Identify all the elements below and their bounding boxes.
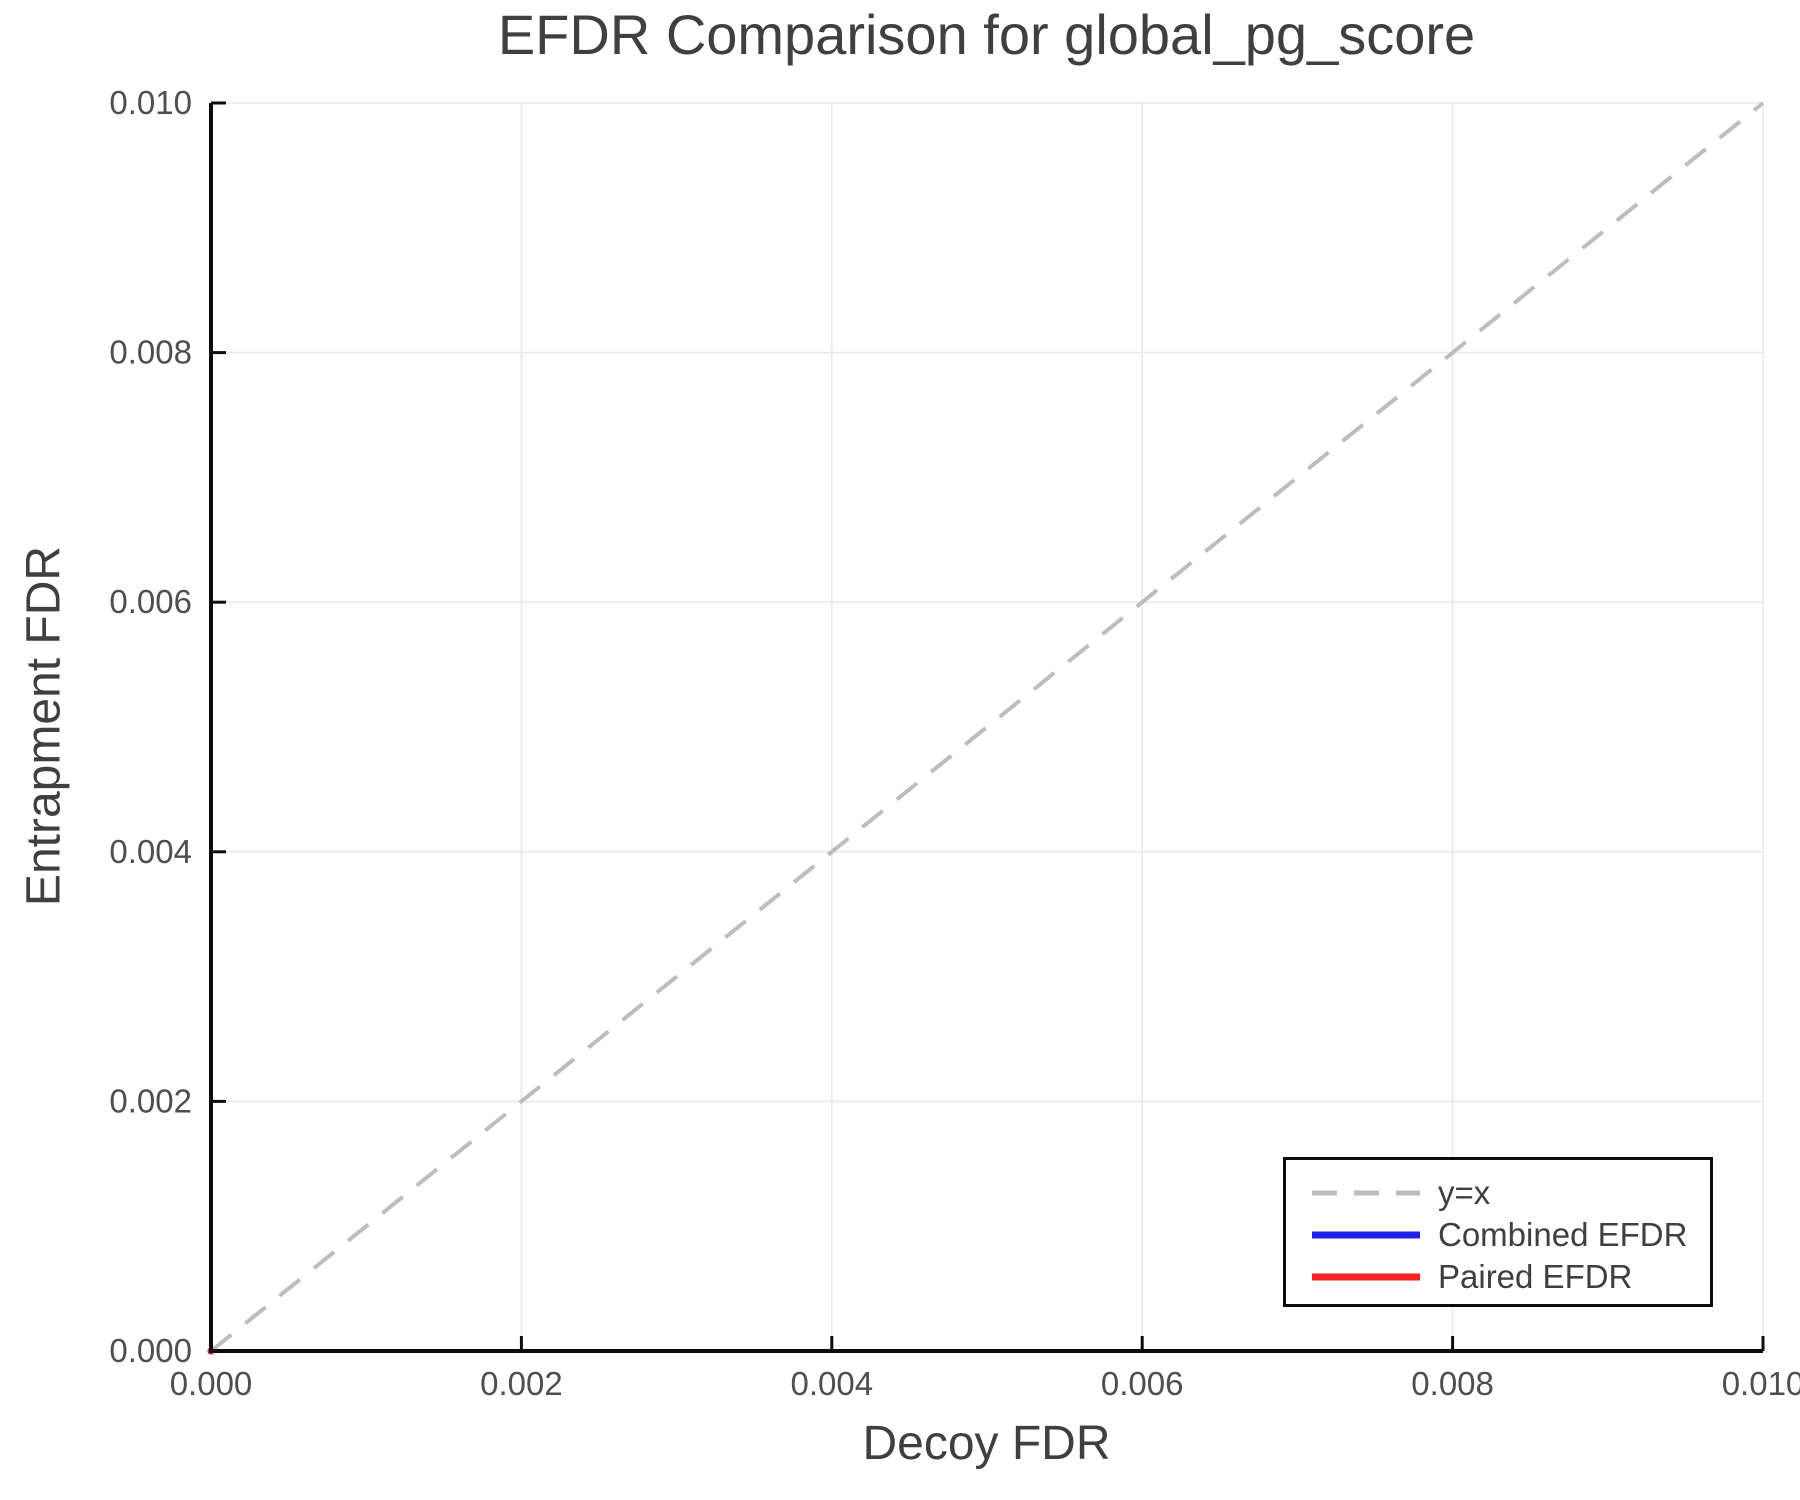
x-tick-label: 0.002 [480,1365,563,1402]
legend-label-paired-efdr: Paired EFDR [1438,1258,1633,1295]
x-tick-label: 0.000 [170,1365,253,1402]
blue-line-swatch [1312,1231,1420,1239]
y-tick-label: 0.000 [109,1332,192,1369]
red-line-swatch [1312,1273,1420,1281]
x-axis-label: Decoy FDR [862,1417,1111,1470]
legend-label-yx: y=x [1438,1174,1491,1211]
y-tick-label: 0.004 [109,833,192,870]
chart-title: EFDR Comparison for global_pg_score [497,3,1476,66]
x-tick-label: 0.010 [1722,1365,1800,1402]
y-axis-label: Entrapment FDR [17,545,71,907]
legend: y=x Combined EFDR Paired EFDR [1283,1157,1713,1307]
x-tick-label: 0.004 [791,1365,874,1402]
y-tick-label: 0.006 [109,583,192,620]
x-tick-label: 0.006 [1101,1365,1184,1402]
legend-item-paired-efdr: Paired EFDR [1286,1256,1710,1298]
series-y-x [209,101,1765,1353]
dashed-line-swatch [1312,1190,1420,1196]
y-tick-label: 0.002 [109,1082,192,1119]
y-tick-label: 0.010 [109,84,192,121]
x-tick-label: 0.008 [1411,1365,1494,1402]
y-tick-label: 0.008 [109,334,192,371]
legend-label-combined-efdr: Combined EFDR [1438,1216,1688,1253]
legend-item-combined-efdr: Combined EFDR [1286,1214,1710,1256]
legend-item-yx: y=x [1286,1172,1710,1214]
